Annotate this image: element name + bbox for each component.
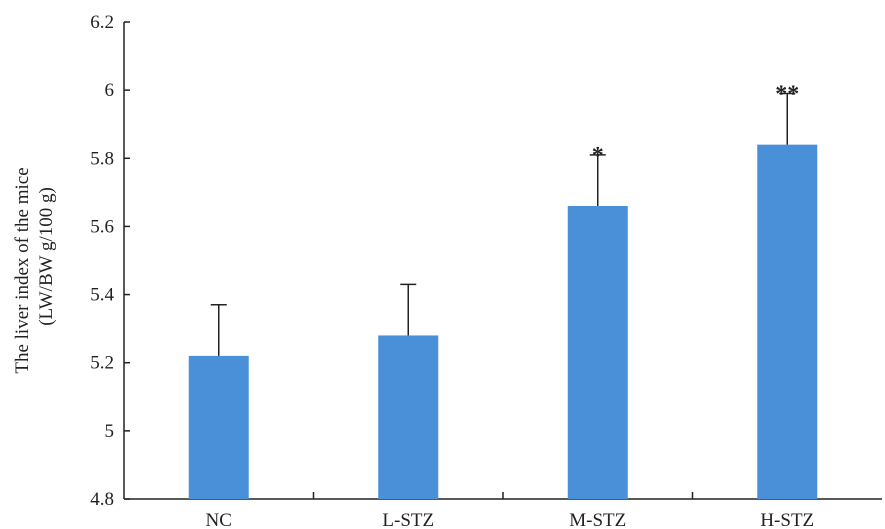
y-axis-ticks: 4.8 5 5.2 5.4 5.6 5.8 6 6.2 xyxy=(90,12,130,510)
significance-marker: * xyxy=(592,143,604,169)
y-tick-label: 6 xyxy=(105,80,115,101)
x-axis-ticks: NC L-STZ M-STZ H-STZ xyxy=(206,492,814,529)
bar-series xyxy=(188,144,818,499)
significance-markers: *** xyxy=(592,82,800,169)
y-tick-label: 5.2 xyxy=(90,353,114,374)
y-tick-label: 5.8 xyxy=(90,148,114,169)
bar-nc xyxy=(188,355,249,499)
bar-m-stz xyxy=(567,205,628,499)
x-category-label: L-STZ xyxy=(382,510,434,529)
bar-h-stz xyxy=(757,144,818,499)
y-axis-title: The liver index of the mice (LW/BW g/100… xyxy=(12,167,57,373)
y-axis-title-line1: The liver index of the mice xyxy=(12,167,33,373)
y-axis-title-line2: (LW/BW g/100 g) xyxy=(36,187,57,326)
bar-l-stz xyxy=(378,335,439,499)
significance-marker: ** xyxy=(775,82,799,108)
x-category-label: NC xyxy=(206,510,232,529)
y-tick-label: 5.6 xyxy=(90,216,114,237)
y-tick-label: 4.8 xyxy=(90,489,114,510)
y-tick-label: 6.2 xyxy=(90,12,114,33)
y-tick-label: 5.4 xyxy=(90,285,114,306)
x-category-label: M-STZ xyxy=(569,510,626,529)
y-tick-label: 5 xyxy=(105,421,115,442)
error-bars xyxy=(210,92,796,356)
x-category-label: H-STZ xyxy=(760,510,814,529)
